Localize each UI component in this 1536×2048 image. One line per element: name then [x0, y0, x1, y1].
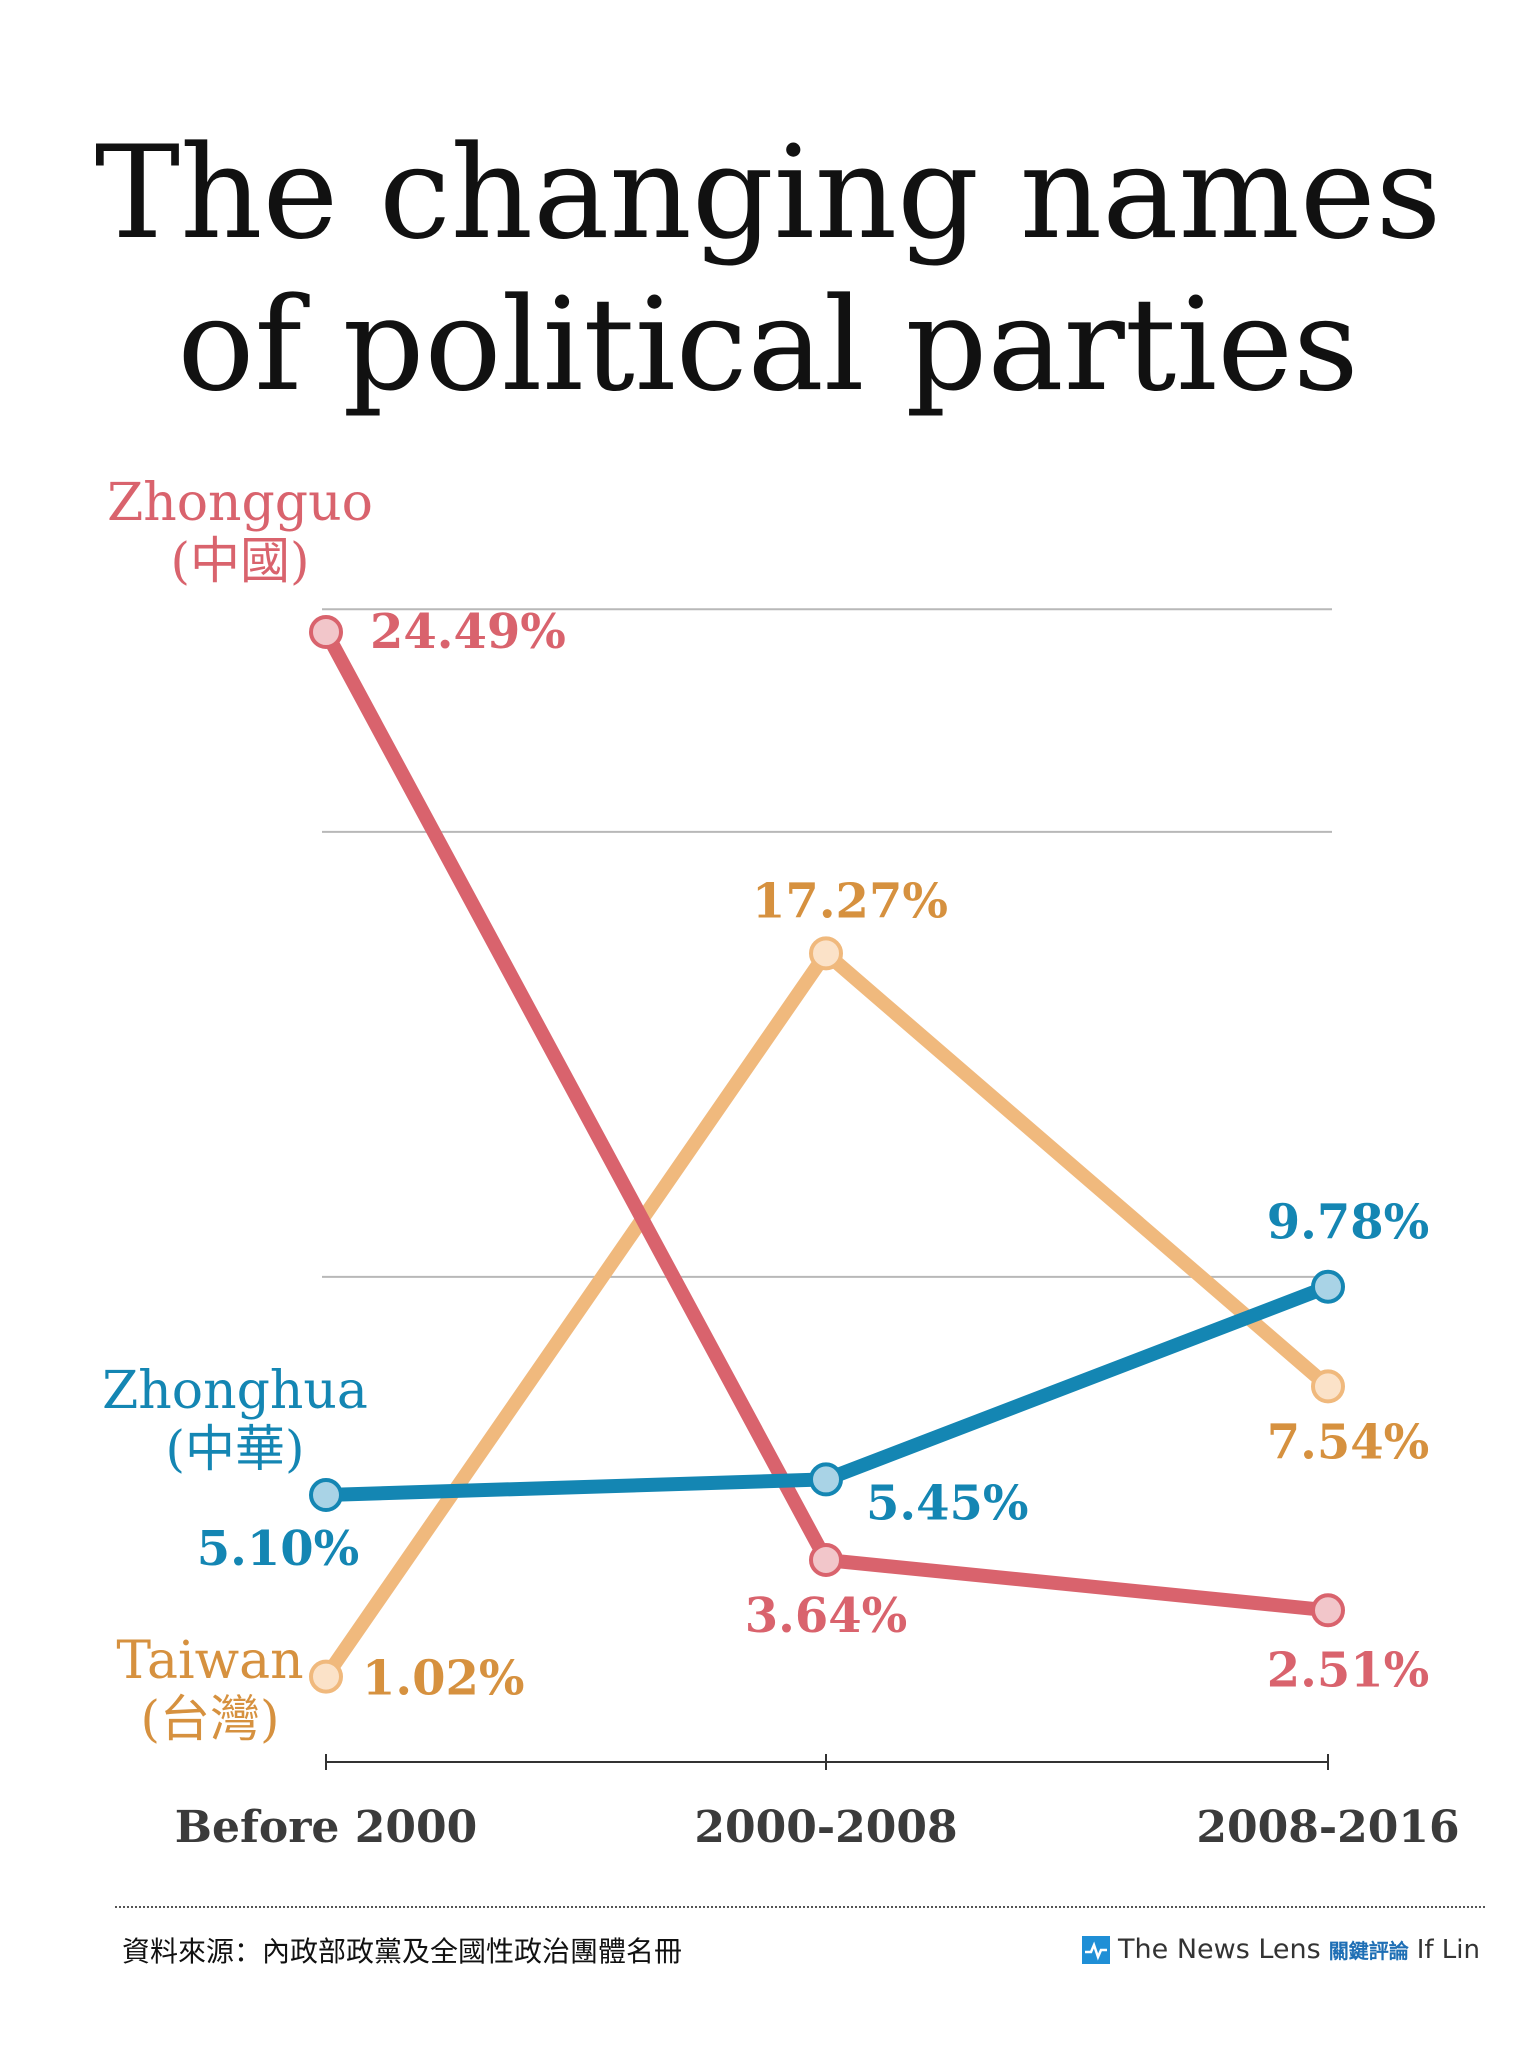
series-name-cn-zhongguo: (中國) [170, 532, 309, 590]
title-line-1: The changing names [94, 119, 1442, 268]
x-tick-label: 2008-2016 [1196, 1802, 1459, 1853]
brand-cn: 關鍵評論 [1328, 1939, 1409, 1963]
data-point-zhonghua [809, 1462, 843, 1497]
data-point-zhonghua [1311, 1269, 1345, 1304]
data-point-zhongguo [1311, 1593, 1345, 1628]
series-markers [309, 615, 1345, 1694]
data-point-zhongguo [809, 1542, 843, 1577]
data-label-taiwan: 7.54% [1267, 1414, 1430, 1470]
author-credit: If Lin [1416, 1934, 1480, 1965]
x-tick-label: Before 2000 [175, 1802, 477, 1853]
news-lens-logo-icon [1082, 1935, 1111, 1964]
series-name-taiwan: Taiwan [116, 1631, 303, 1691]
series-name-cn-zhonghua: (中華) [165, 1420, 304, 1478]
footer-divider [115, 1906, 1485, 1908]
series-name-zhongguo: Zhongguo [107, 473, 373, 533]
data-label-zhongguo: 24.49% [370, 604, 566, 660]
data-point-zhonghua [309, 1478, 343, 1513]
series-name-zhonghua: Zhonghua [102, 1361, 368, 1421]
series-lines [319, 625, 1335, 1684]
data-point-taiwan [809, 936, 843, 971]
page-title: The changing names of political parties [0, 118, 1536, 422]
data-point-zhongguo [309, 615, 343, 649]
data-point-taiwan [1311, 1369, 1345, 1404]
title-line-2: of political parties [177, 271, 1359, 420]
data-labels: 24.49% 3.64% 2.51% 1.02% 17.27% 7.54% 5.10% 5.4… [197, 604, 1430, 1707]
data-label-zhonghua: 5.10% [197, 1521, 360, 1577]
data-label-taiwan: 1.02% [362, 1651, 525, 1707]
series-names: Zhongguo(中國) Taiwan(台灣) Zhonghua(中華) [102, 473, 373, 1748]
x-tick-label: 2000-2008 [694, 1802, 957, 1853]
grid-layer [322, 608, 1332, 1278]
data-label-taiwan: 17.27% [752, 873, 948, 929]
data-label-zhongguo: 3.64% [745, 1588, 908, 1644]
data-label-zhonghua: 5.45% [866, 1475, 1029, 1531]
data-point-taiwan [309, 1659, 343, 1694]
data-label-zhongguo: 2.51% [1267, 1642, 1430, 1698]
footer-brand: The News Lens 關鍵評論 If Lin [1082, 1934, 1480, 1965]
x-axis: Before 2000 2000-2008 2008-2016 [175, 1754, 1460, 1853]
brand-name: The News Lens [1118, 1934, 1321, 1965]
data-label-zhonghua: 9.78% [1267, 1195, 1430, 1251]
series-name-cn-taiwan: (台灣) [140, 1690, 279, 1748]
footer-source: 資料來源：內政部政黨及全國性政治團體名冊 [122, 1935, 683, 1968]
